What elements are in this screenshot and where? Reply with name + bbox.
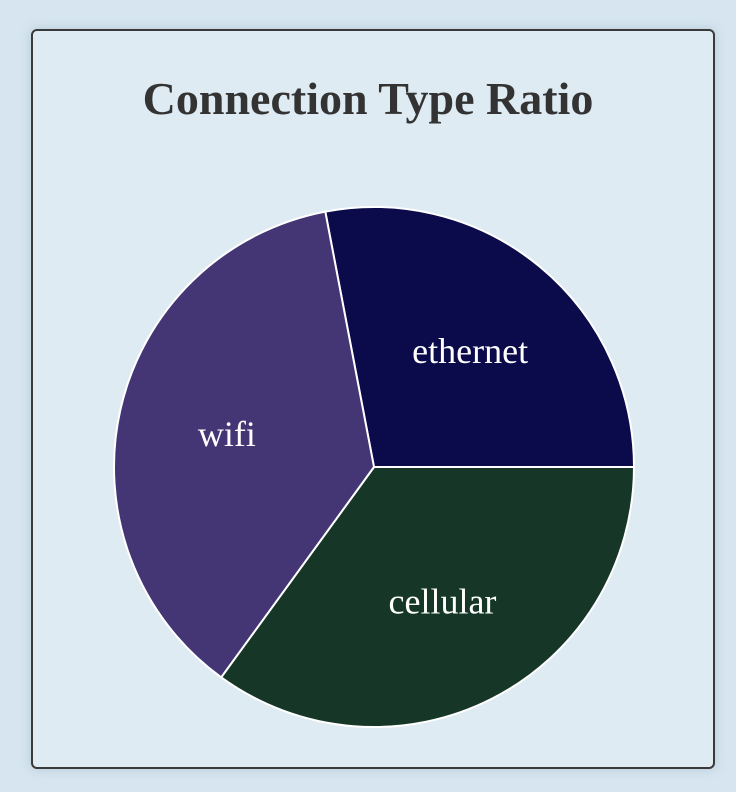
pie-slice-cellular	[219, 466, 636, 728]
slice-label-wifi: wifi	[198, 414, 256, 454]
slice-label-cellular: cellular	[388, 581, 496, 621]
pie-slice-ethernet	[324, 206, 636, 468]
pie-slice-wifi	[113, 210, 376, 679]
slice-label-ethernet: ethernet	[412, 331, 528, 371]
chart-title: Connection Type Ratio	[142, 73, 594, 124]
